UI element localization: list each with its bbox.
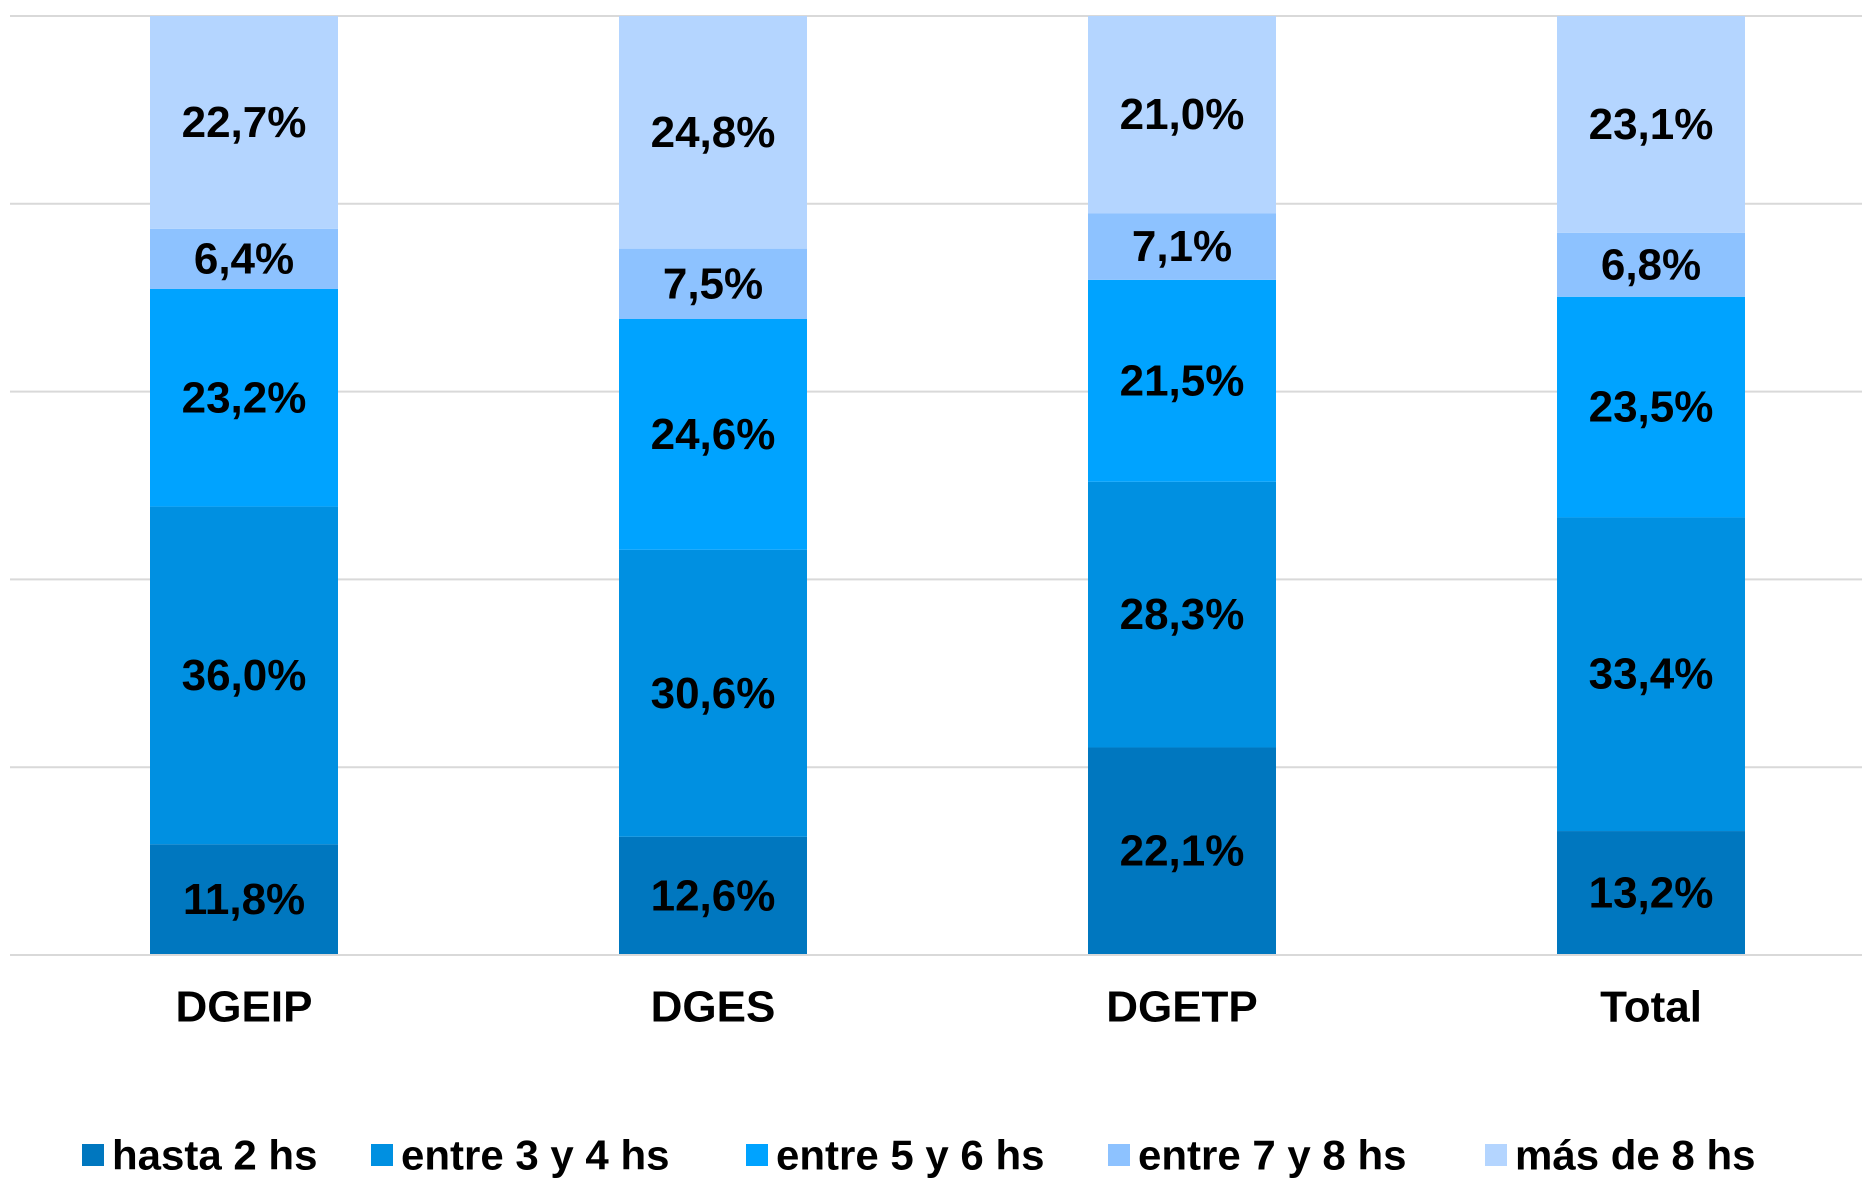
bar-segment-dges-3 [619,248,807,319]
data-label-total-3: 6,8% [1601,240,1701,289]
data-label-dges-4: 24,8% [651,108,776,157]
data-label-dgeip-1: 36,0% [182,651,307,700]
bar-segment-dgeip-1 [150,506,338,845]
data-label-dgeip-4: 22,7% [182,98,307,147]
bar-segment-dges-2 [619,318,807,550]
bars [150,16,1745,955]
bar-segment-dgetp-2 [1088,279,1276,482]
bar-segment-total-4 [1557,16,1745,233]
legend-swatch-1 [371,1144,393,1166]
data-label-dges-1: 30,6% [651,669,776,718]
data-label-total-2: 23,5% [1589,383,1714,432]
data-label-dgetp-1: 28,3% [1120,590,1245,639]
legend-label-0: hasta 2 hs [112,1132,317,1179]
data-label-dgetp-3: 7,1% [1132,222,1232,271]
bar-segment-dges-4 [619,16,807,249]
bar-segment-dges-1 [619,549,807,837]
bar-segment-dgetp-0 [1088,747,1276,955]
bar-segment-total-2 [1557,296,1745,518]
data-label-dges-3: 7,5% [663,259,763,308]
data-label-dgetp-0: 22,1% [1120,827,1245,876]
legend-label-3: entre 7 y 8 hs [1138,1132,1406,1179]
bar-segment-total-3 [1557,232,1745,297]
bar-segment-dgeip-2 [150,288,338,507]
legend-swatch-3 [1108,1144,1130,1166]
legend-swatch-2 [746,1144,768,1166]
legend-swatch-0 [82,1144,104,1166]
legend-label-4: más de 8 hs [1515,1132,1755,1179]
bar-segment-dgetp-3 [1088,213,1276,280]
data-label-total-4: 23,1% [1589,100,1714,149]
bar-segment-dgeip-4 [150,16,338,229]
legend: hasta 2 hs entre 3 y 4 hs entre 5 y 6 hs en… [82,1132,1755,1179]
data-label-dgetp-4: 21,0% [1120,90,1245,139]
category-label-total: Total [1600,983,1702,1032]
bar-segment-dgeip-3 [150,228,338,289]
data-label-dgeip-0: 11,8% [183,875,305,924]
category-label-dges: DGES [651,983,776,1032]
data-label-total-0: 13,2% [1589,869,1714,918]
data-labels: 11,8% 36,0% 23,2% 6,4% 22,7% 12,6% 30,6% 24,6% 7… [182,90,1714,924]
legend-swatch-4 [1485,1144,1507,1166]
bar-segment-total-0 [1557,831,1745,955]
data-label-dges-0: 12,6% [651,871,776,920]
bar-segment-dgeip-0 [150,844,338,955]
bar-segment-dges-0 [619,836,807,955]
bar-segment-total-1 [1557,517,1745,832]
data-label-dgeip-2: 23,2% [182,373,307,422]
data-label-total-1: 33,4% [1589,650,1714,699]
data-label-dges-2: 24,6% [651,410,776,459]
category-axis: DGEIP DGES DGETP Total [10,954,1862,1032]
category-label-dgetp: DGETP [1106,983,1258,1032]
data-label-dgeip-3: 6,4% [194,234,294,283]
legend-label-2: entre 5 y 6 hs [776,1132,1044,1179]
data-label-dgetp-2: 21,5% [1120,356,1245,405]
category-label-dgeip: DGEIP [176,983,313,1032]
bar-segment-dgetp-4 [1088,16,1276,214]
legend-label-1: entre 3 y 4 hs [401,1132,669,1179]
bar-segment-dgetp-1 [1088,481,1276,748]
